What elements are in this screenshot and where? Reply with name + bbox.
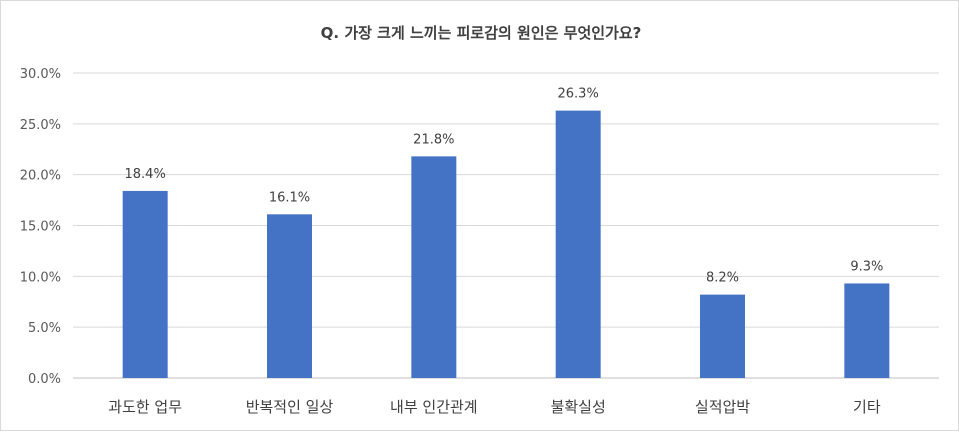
chart-title: Q. 가장 크게 느끼는 피로감의 원인은 무엇인가요? [321,24,642,42]
category-label: 불확실성 [551,398,606,416]
x-axis-categories: 과도한 업무 반복적인 일상 내부 인간관계 불확실성 실적압박 기타 [108,398,881,416]
data-label: 9.3% [850,259,883,274]
y-tick-label: 5.0% [28,321,61,336]
bar [700,294,745,378]
category-label: 과도한 업무 [108,398,182,416]
data-label: 21.8% [413,132,454,147]
gridlines [73,72,939,379]
category-label: 기타 [853,398,881,416]
y-tick-label: 25.0% [20,118,61,133]
y-tick-label: 10.0% [20,270,61,285]
data-label: 8.2% [706,271,739,286]
data-label: 18.4% [125,167,166,182]
bar [411,156,457,378]
bar [122,190,168,378]
bar [844,283,890,378]
y-tick-label: 20.0% [20,169,61,184]
bar [267,214,312,378]
category-label: 실적압박 [695,398,750,416]
data-label: 16.1% [269,190,310,205]
category-label: 내부 인간관계 [390,398,478,416]
bars [122,110,890,378]
y-tick-label: 0.0% [28,372,61,387]
category-label: 반복적인 일상 [246,398,334,416]
y-axis-ticks: 0.0% 5.0% 10.0% 15.0% 20.0% 25.0% 30.0% [20,67,61,387]
data-labels: 18.4% 16.1% 21.8% 26.3% 8.2% 9.3% [125,87,884,286]
data-label: 26.3% [558,87,599,102]
y-tick-label: 30.0% [20,67,61,82]
bar [555,110,601,378]
y-tick-label: 15.0% [20,220,61,235]
